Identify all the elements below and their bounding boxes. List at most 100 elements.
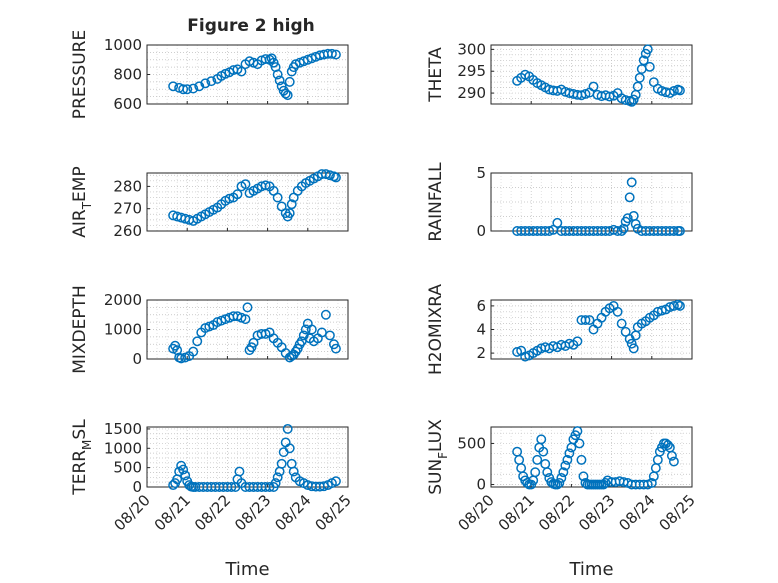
data-point	[234, 466, 245, 477]
axes-border	[490, 172, 693, 232]
data-point	[584, 315, 595, 326]
x-tick-label: 08/23	[231, 491, 274, 534]
data-point	[260, 54, 271, 64]
data-point	[630, 219, 641, 229]
data-point	[564, 448, 575, 459]
data-point	[330, 343, 341, 354]
data-point	[182, 84, 193, 95]
data-point	[324, 330, 335, 341]
axes-border	[146, 172, 349, 232]
data-point	[326, 48, 337, 59]
x-tick-label: 08/23	[575, 491, 618, 534]
data-point	[240, 314, 251, 325]
data-point	[286, 199, 297, 210]
y-axis-label: TERRMSL	[70, 419, 94, 496]
y-tick-label: 1000	[104, 439, 142, 457]
data-point	[288, 466, 299, 477]
data-point	[628, 94, 639, 105]
x-axis-label: Time	[568, 559, 613, 580]
y-tick-label: 2000	[104, 291, 142, 309]
data-point	[242, 302, 253, 313]
data-point	[666, 450, 677, 461]
data-point	[612, 226, 623, 236]
subplot-4: 0 5 RAINFALL	[426, 162, 693, 242]
y-tick-label: 0	[476, 476, 486, 494]
x-tick-label: 08/21	[151, 491, 194, 534]
data-point	[188, 346, 199, 357]
data-point	[330, 172, 341, 183]
data-point	[536, 434, 547, 445]
data-point	[656, 305, 667, 316]
data-point	[272, 192, 283, 203]
data-point	[226, 482, 237, 492]
y-tick-label: 0	[132, 350, 142, 368]
axes-border	[490, 44, 693, 105]
data-point	[530, 467, 541, 478]
data-point	[572, 426, 583, 437]
data-point	[330, 476, 341, 487]
data-point	[276, 458, 287, 469]
x-tick-label: 08/20	[111, 491, 154, 534]
y-tick-label: 295	[457, 62, 486, 80]
subplot-6: 2 4 6 H2OMIXRA	[426, 284, 693, 375]
y-axis-label: RAINFALL	[426, 162, 446, 242]
y-tick-label: 6	[476, 297, 486, 315]
data-point	[628, 343, 639, 354]
data-point	[588, 81, 599, 92]
data-point	[168, 81, 179, 92]
x-tick-label: 08/25	[656, 491, 699, 534]
data-point	[604, 91, 615, 102]
data-point	[194, 81, 205, 92]
data-point	[600, 477, 611, 488]
data-point	[274, 75, 285, 86]
y-axis-label: THETA	[426, 47, 446, 103]
axes-border	[490, 299, 693, 360]
data-point	[260, 180, 271, 191]
data-point	[282, 423, 293, 434]
y-tick-label: 4	[476, 321, 486, 339]
data-point	[562, 454, 573, 465]
data-point	[300, 324, 311, 335]
data-point	[572, 336, 583, 347]
y-tick-label: 0	[476, 222, 486, 240]
data-point	[552, 217, 563, 228]
data-point	[206, 76, 217, 87]
figure-title: Figure 2 high	[187, 16, 315, 36]
y-tick-label: 300	[457, 40, 486, 58]
y-tick-label: 270	[113, 200, 142, 218]
x-tick-label: 08/24	[271, 491, 314, 534]
data-point	[542, 467, 553, 478]
data-point	[232, 189, 243, 200]
y-tick-label: 1000	[104, 321, 142, 339]
data-point	[674, 85, 685, 96]
y-axis-label: AIRTEMP	[70, 166, 94, 237]
y-tick-label: 500	[457, 434, 486, 452]
data-point	[330, 49, 341, 60]
x-tick-label: 08/24	[615, 491, 658, 534]
y-axis-label: PRESSURE	[70, 30, 90, 119]
axes-border	[146, 299, 349, 360]
data-point	[178, 464, 189, 475]
data-point	[520, 351, 531, 362]
data-point	[556, 473, 567, 483]
data-point	[580, 315, 591, 326]
data-point	[612, 306, 623, 317]
data-point	[192, 336, 203, 347]
data-point	[642, 44, 653, 55]
data-point	[324, 170, 335, 181]
data-point	[270, 478, 281, 489]
data-point	[240, 179, 251, 190]
data-point	[576, 454, 587, 465]
subplot-1: 600 800 1000 PRESSURE	[70, 30, 349, 119]
data-point	[662, 440, 673, 451]
data-point	[578, 471, 589, 482]
data-point	[558, 467, 569, 478]
data-point	[624, 192, 635, 203]
data-point	[200, 78, 211, 89]
data-point	[224, 193, 235, 204]
data-point	[284, 76, 295, 87]
data-point	[512, 346, 523, 357]
